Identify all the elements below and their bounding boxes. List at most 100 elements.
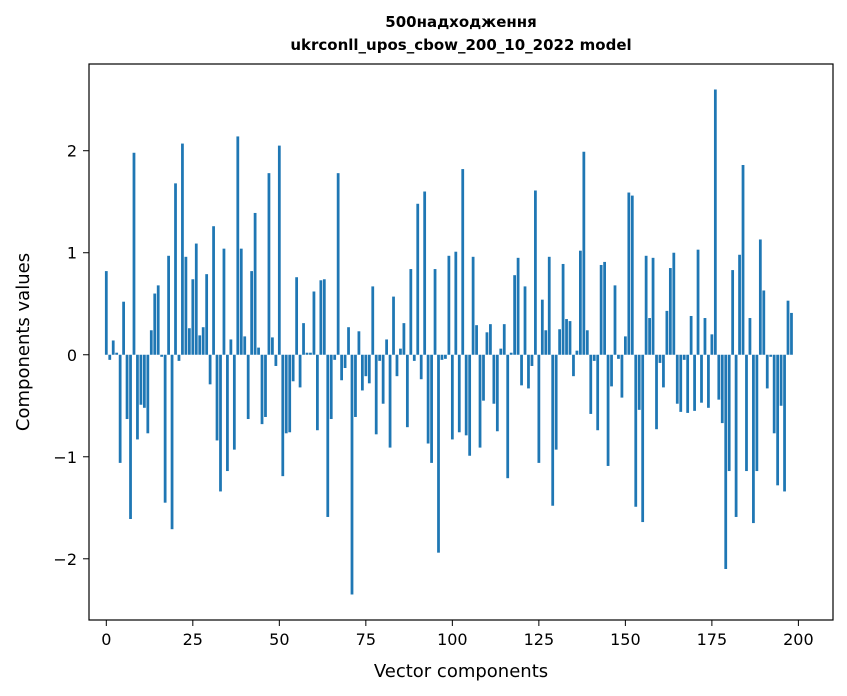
bar-component-132 xyxy=(561,263,565,355)
bar-component-24 xyxy=(187,328,191,355)
bar-component-119 xyxy=(516,257,520,355)
bar-component-82 xyxy=(388,354,392,448)
bar-component-143 xyxy=(599,264,603,355)
x-axis-label: Vector components xyxy=(374,661,548,682)
bar-component-134 xyxy=(568,321,572,355)
bar-component-124 xyxy=(534,190,537,355)
y-tick-label: −2 xyxy=(53,550,77,569)
bar-component-173 xyxy=(703,318,707,355)
bar-component-154 xyxy=(637,354,641,410)
bar-component-115 xyxy=(502,324,506,355)
bar-component-172 xyxy=(700,354,703,403)
bar-component-97 xyxy=(440,354,444,360)
bar-component-13 xyxy=(149,330,153,355)
bar-component-26 xyxy=(194,243,198,355)
bar-component-155 xyxy=(641,354,645,523)
bar-component-55 xyxy=(295,277,299,355)
bar-component-31 xyxy=(212,226,215,355)
bar-component-56 xyxy=(298,354,302,388)
bar-component-198 xyxy=(790,312,793,355)
bar-component-145 xyxy=(606,354,610,466)
y-tick-label: −1 xyxy=(53,448,77,467)
bar-component-16 xyxy=(160,354,164,357)
bar-component-153 xyxy=(634,354,638,507)
bar-component-105 xyxy=(468,354,472,456)
x-tick-label: 200 xyxy=(783,630,814,649)
bar-component-89 xyxy=(412,354,416,361)
bar-component-84 xyxy=(395,354,399,377)
bar-component-66 xyxy=(333,354,337,360)
bar-component-103 xyxy=(461,169,465,355)
x-tick-label: 25 xyxy=(183,630,203,649)
bar-component-104 xyxy=(464,354,468,436)
chart-title: 500надходження xyxy=(385,13,536,31)
bar-component-189 xyxy=(758,239,762,355)
bar-component-178 xyxy=(720,354,724,424)
bar-component-78 xyxy=(374,354,378,435)
bar-component-99 xyxy=(447,255,451,355)
bar-component-131 xyxy=(558,329,562,355)
bar-component-171 xyxy=(696,249,700,355)
bar-component-146 xyxy=(610,354,613,387)
bar-component-122 xyxy=(527,354,530,389)
bar-component-152 xyxy=(630,195,634,355)
bar-component-8 xyxy=(132,152,136,355)
bar-component-121 xyxy=(523,286,527,355)
bar-component-112 xyxy=(492,354,496,404)
bar-component-12 xyxy=(146,354,150,434)
bar-component-158 xyxy=(651,257,655,355)
bar-component-120 xyxy=(520,354,523,386)
bar-component-176 xyxy=(713,89,717,355)
bar-component-67 xyxy=(336,173,340,355)
bar-component-191 xyxy=(765,354,769,389)
bar-component-107 xyxy=(475,325,478,355)
bar-component-150 xyxy=(623,336,627,355)
bar-component-18 xyxy=(167,255,170,355)
bar-component-184 xyxy=(741,165,745,355)
bar-component-58 xyxy=(305,352,309,355)
bar-component-149 xyxy=(620,354,624,398)
bar-component-126 xyxy=(540,299,544,355)
bar-component-87 xyxy=(405,354,409,428)
bar-component-43 xyxy=(253,212,257,355)
plot-area-frame xyxy=(88,63,834,621)
bar-component-159 xyxy=(655,354,658,430)
bar-component-63 xyxy=(322,279,326,355)
x-tick-label: 125 xyxy=(524,630,555,649)
bar-component-38 xyxy=(236,136,240,355)
bar-component-98 xyxy=(444,354,447,359)
bar-component-79 xyxy=(378,354,382,361)
bar-component-61 xyxy=(316,354,319,431)
bar-component-117 xyxy=(509,352,513,355)
bar-component-52 xyxy=(284,354,288,434)
bar-component-165 xyxy=(675,354,679,404)
bar-component-113 xyxy=(495,354,499,432)
bar-component-169 xyxy=(689,315,693,355)
bar-component-35 xyxy=(226,354,229,472)
bar-component-10 xyxy=(139,354,143,405)
bar-component-188 xyxy=(755,354,759,472)
bar-component-1 xyxy=(108,354,112,360)
bar-component-162 xyxy=(665,310,669,355)
bar-component-83 xyxy=(392,296,395,355)
bar-component-22 xyxy=(181,143,184,355)
bar-component-64 xyxy=(326,354,330,517)
bar-component-182 xyxy=(734,354,738,517)
y-tick-label: 1 xyxy=(67,244,77,263)
bar-component-102 xyxy=(457,354,461,433)
bar-component-53 xyxy=(288,354,292,433)
bar-component-140 xyxy=(589,354,593,414)
bar-component-174 xyxy=(707,354,710,408)
bar-component-20 xyxy=(174,183,177,355)
bar-component-142 xyxy=(596,354,600,431)
bar-component-3 xyxy=(115,352,119,355)
bar-component-70 xyxy=(347,327,350,355)
x-axis-ticks: 0 25 50 75 100 125 150 175 200 xyxy=(101,620,814,649)
x-tick-label: 100 xyxy=(437,630,468,649)
bar-component-21 xyxy=(177,354,181,361)
bar-component-29 xyxy=(205,274,209,355)
bar-component-54 xyxy=(291,354,295,382)
bar-component-76 xyxy=(367,354,371,384)
bar-component-23 xyxy=(184,256,188,355)
